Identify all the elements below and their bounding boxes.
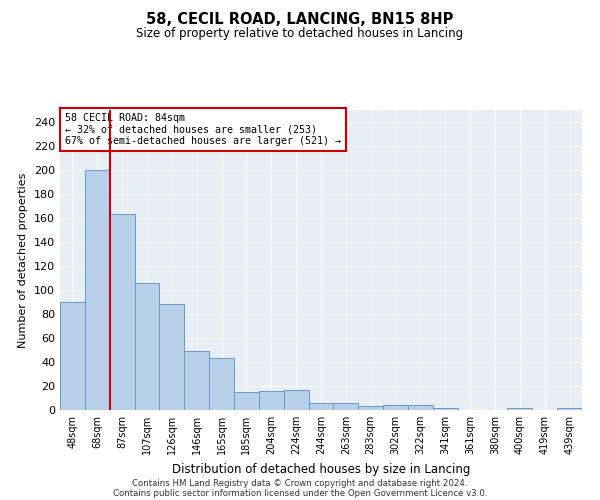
Bar: [408, 405, 433, 410]
Text: 58, CECIL ROAD, LANCING, BN15 8HP: 58, CECIL ROAD, LANCING, BN15 8HP: [146, 12, 454, 28]
Bar: [334, 403, 358, 410]
Bar: [358, 406, 383, 410]
Bar: [184, 351, 209, 410]
Bar: [60, 302, 85, 410]
Text: Contains public sector information licensed under the Open Government Licence v3: Contains public sector information licen…: [113, 488, 487, 498]
Bar: [557, 408, 582, 410]
Y-axis label: Number of detached properties: Number of detached properties: [19, 172, 28, 348]
Bar: [134, 283, 160, 410]
Bar: [160, 304, 184, 410]
Bar: [284, 390, 308, 410]
Bar: [234, 392, 259, 410]
Bar: [308, 403, 334, 410]
Bar: [433, 408, 458, 410]
Text: Size of property relative to detached houses in Lancing: Size of property relative to detached ho…: [136, 28, 464, 40]
Bar: [259, 391, 284, 410]
Bar: [85, 170, 110, 410]
Bar: [508, 408, 532, 410]
Bar: [383, 405, 408, 410]
Bar: [110, 214, 134, 410]
Text: Contains HM Land Registry data © Crown copyright and database right 2024.: Contains HM Land Registry data © Crown c…: [132, 478, 468, 488]
X-axis label: Distribution of detached houses by size in Lancing: Distribution of detached houses by size …: [172, 462, 470, 475]
Bar: [209, 358, 234, 410]
Text: 58 CECIL ROAD: 84sqm
← 32% of detached houses are smaller (253)
67% of semi-deta: 58 CECIL ROAD: 84sqm ← 32% of detached h…: [65, 113, 341, 146]
